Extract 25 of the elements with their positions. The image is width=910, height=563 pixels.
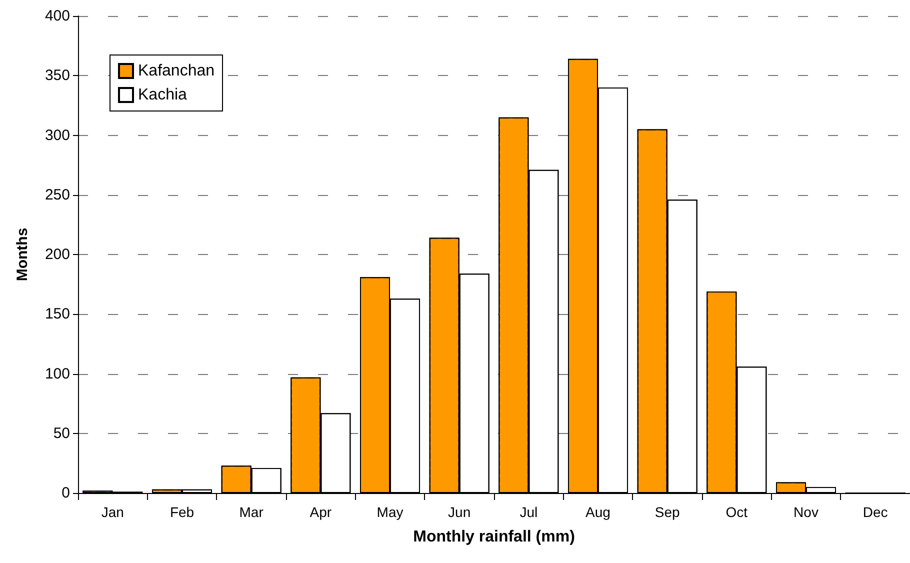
y-tick-label: 100 bbox=[44, 365, 70, 382]
x-tick-label: Jun bbox=[448, 504, 471, 520]
y-tick-label: 150 bbox=[44, 306, 70, 323]
text: Kachia bbox=[138, 86, 188, 104]
y-tick-label: 250 bbox=[44, 186, 70, 204]
y-tick-label: 300 bbox=[44, 126, 70, 144]
x-tick-label: May bbox=[376, 504, 404, 520]
x-tick-label: Dec bbox=[862, 504, 888, 520]
x-tick-label: Jul bbox=[520, 504, 538, 520]
legend-label: Kafanchan bbox=[138, 62, 215, 80]
x-tick-label: Feb bbox=[170, 504, 194, 520]
x-tick-label: Mar bbox=[239, 504, 264, 520]
y-tick-label: 200 bbox=[44, 246, 70, 263]
x-tick-label: Oct bbox=[726, 504, 748, 520]
x-tick-label: Nov bbox=[794, 504, 818, 520]
y-tick-label: 400 bbox=[44, 8, 70, 24]
y-axis-title: Months bbox=[14, 228, 31, 282]
y-tick-label: 0 bbox=[62, 484, 70, 502]
x-tick-label: Sep bbox=[654, 504, 680, 520]
x-tick-label: Jan bbox=[101, 504, 124, 520]
x-axis-title: Monthly rainfall (mm) bbox=[413, 528, 575, 546]
y-tick-label: 350 bbox=[44, 67, 70, 84]
x-tick-label: Aug bbox=[586, 504, 610, 520]
y-tick-label: 50 bbox=[53, 424, 70, 442]
x-tick-label: Apr bbox=[310, 504, 332, 520]
